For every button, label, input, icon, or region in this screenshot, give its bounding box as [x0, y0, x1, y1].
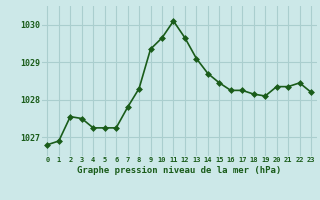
X-axis label: Graphe pression niveau de la mer (hPa): Graphe pression niveau de la mer (hPa) [77, 166, 281, 175]
